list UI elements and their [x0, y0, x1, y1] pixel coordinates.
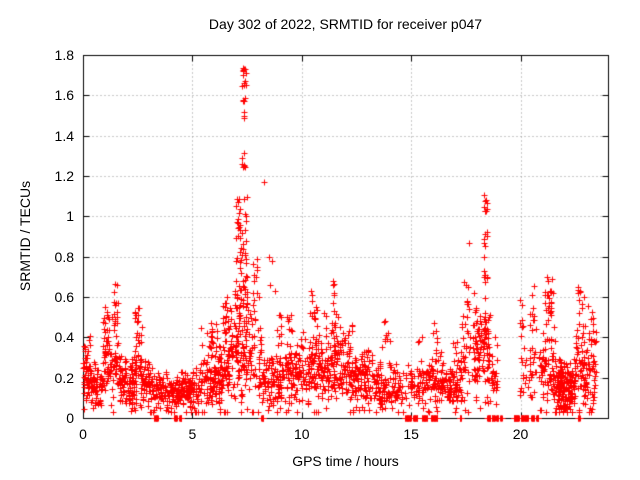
- y-tick-label: 1: [66, 208, 74, 225]
- y-tick-label: 0.4: [54, 329, 74, 346]
- x-tick-label: 15: [403, 426, 419, 442]
- y-tick-label: 1.2: [54, 168, 74, 184]
- y-axis-label: SRMTID / TECUs: [17, 180, 33, 292]
- y-tick-label: 1.4: [54, 127, 74, 144]
- x-axis-label: GPS time / hours: [292, 453, 399, 469]
- x-tick-label: 10: [293, 426, 310, 442]
- y-tick-label: 1.8: [54, 47, 74, 63]
- x-tick-label: 20: [512, 426, 529, 442]
- y-tick-label: 0.8: [54, 248, 74, 265]
- chart-title: Day 302 of 2022, SRMTID for receiver p04…: [208, 16, 483, 32]
- x-tick-label: 5: [188, 426, 197, 442]
- x-tick-label: 0: [79, 426, 87, 442]
- y-tick-label: 0: [66, 410, 74, 426]
- y-tick-label: 0.6: [54, 289, 74, 305]
- y-tick-label: 0.2: [54, 369, 74, 386]
- y-tick-label: 1.6: [54, 87, 74, 104]
